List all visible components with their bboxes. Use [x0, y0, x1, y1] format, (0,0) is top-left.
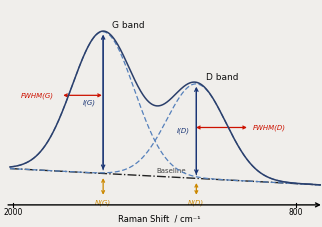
Text: FWHM(D): FWHM(D) — [253, 124, 286, 131]
Text: D band: D band — [206, 73, 238, 82]
Text: Baseline: Baseline — [156, 168, 185, 174]
Text: FWHM(G): FWHM(G) — [21, 92, 54, 99]
Text: N(G): N(G) — [95, 200, 111, 206]
Text: N(D): N(D) — [188, 200, 204, 206]
Text: I(D): I(D) — [177, 128, 190, 134]
Text: G band: G band — [112, 21, 145, 30]
Text: 800: 800 — [289, 208, 303, 217]
Text: I(G): I(G) — [82, 99, 95, 106]
Text: 2000: 2000 — [3, 208, 23, 217]
Text: Raman Shift  / cm⁻¹: Raman Shift / cm⁻¹ — [118, 215, 200, 224]
